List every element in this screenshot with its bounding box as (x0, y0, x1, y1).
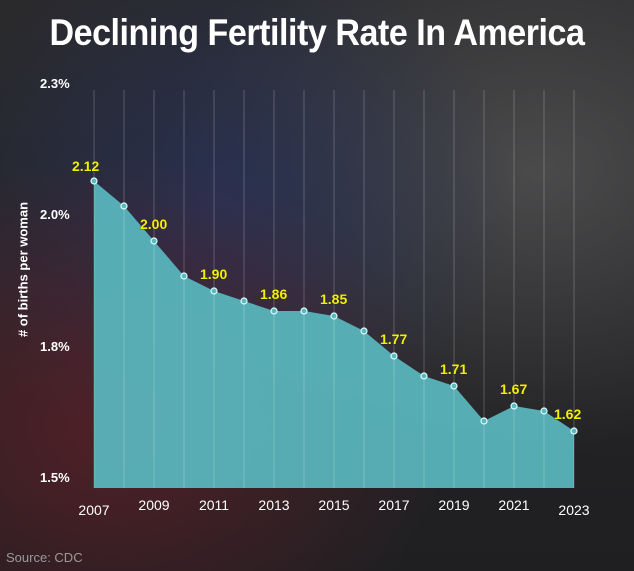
data-point (480, 417, 488, 425)
data-point (510, 402, 518, 410)
data-label: 1.77 (380, 331, 407, 347)
data-label: 2.12 (72, 158, 99, 174)
data-point (570, 427, 578, 435)
x-tick-label: 2023 (558, 502, 589, 518)
data-label: 1.71 (440, 361, 467, 377)
data-label: 1.85 (320, 291, 347, 307)
data-point (210, 287, 218, 295)
data-point (270, 307, 278, 315)
data-point (390, 352, 398, 360)
x-tick-label: 2019 (438, 497, 469, 513)
y-tick-label: 2.0% (40, 207, 70, 222)
y-tick-label: 1.8% (40, 339, 70, 354)
data-point (120, 202, 128, 210)
chart-title: Declining Fertility Rate In America (49, 12, 585, 53)
x-tick-label: 2007 (78, 502, 109, 518)
data-point (240, 297, 248, 305)
data-point (90, 177, 98, 185)
x-tick-label: 2013 (258, 497, 289, 513)
data-label: 1.67 (500, 381, 527, 397)
data-point (450, 382, 458, 390)
data-point (330, 312, 338, 320)
data-point (540, 407, 548, 415)
y-tick-label: 1.5% (40, 470, 70, 485)
x-tick-label: 2017 (378, 497, 409, 513)
y-tick-label: 2.3% (40, 76, 70, 91)
data-label: 1.90 (200, 266, 227, 282)
data-label: 1.62 (554, 406, 581, 422)
area-fill (94, 181, 574, 488)
data-label: 2.00 (140, 216, 167, 232)
data-point (300, 307, 308, 315)
x-tick-label: 2011 (199, 497, 229, 513)
source-note: Source: CDC (6, 550, 83, 565)
x-tick-label: 2021 (498, 497, 529, 513)
data-point (180, 272, 188, 280)
data-label: 1.86 (260, 286, 287, 302)
data-point (150, 237, 158, 245)
data-point (360, 327, 368, 335)
data-point (420, 372, 428, 380)
x-tick-label: 2009 (138, 497, 169, 513)
x-tick-label: 2015 (318, 497, 349, 513)
